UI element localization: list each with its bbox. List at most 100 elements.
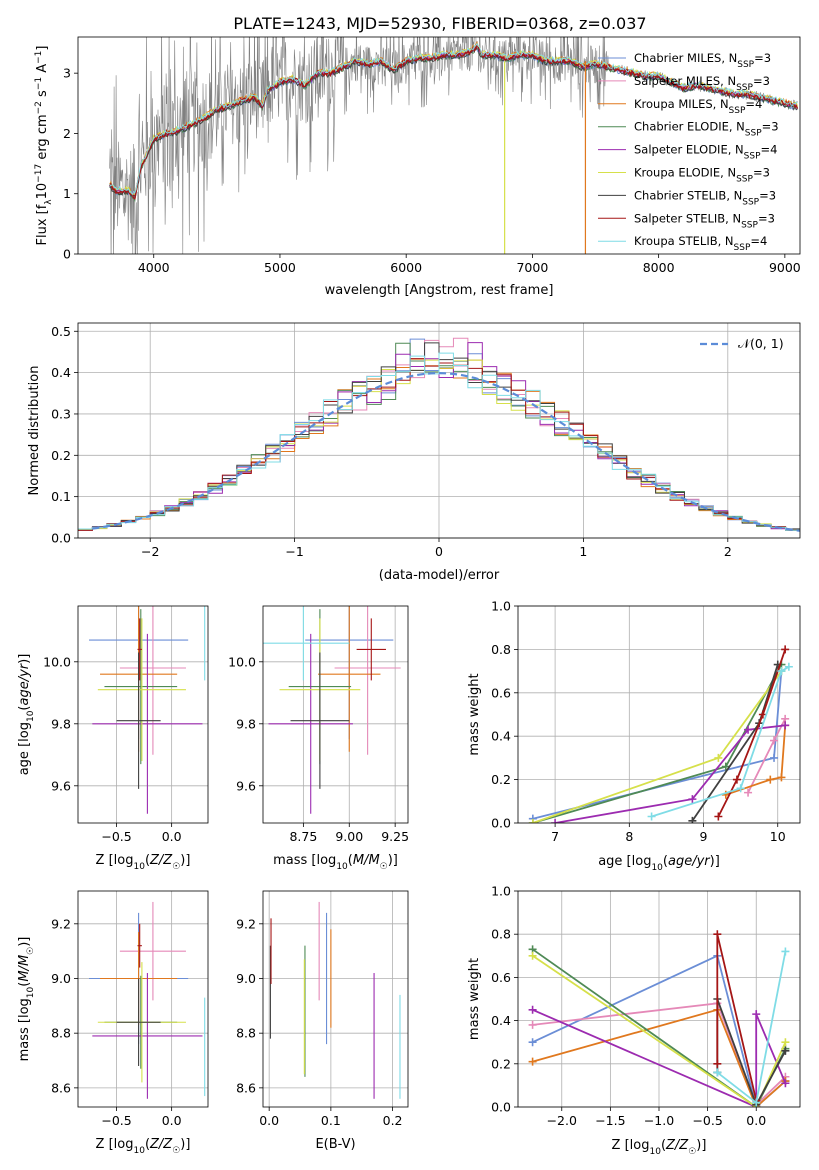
y-tick-label: 8.8: [236, 1026, 256, 1041]
y-tick-label: 0.8: [491, 927, 511, 942]
y-tick-label: 1: [63, 186, 71, 201]
y-tick-label: 0.2: [51, 448, 71, 463]
spectrum-axes: 4000 5000 6000 7000 8000 9000 0 1 2 3: [63, 66, 801, 275]
plus-marker: [713, 930, 722, 939]
y-tick-label: 9.0: [51, 971, 71, 986]
legend-label: Chabrier MILES, NSSP=3: [634, 51, 771, 70]
label-part: Salpeter STELIB, N: [634, 211, 741, 225]
spectrum-lines: [109, 37, 799, 254]
label-part: 10: [649, 1147, 661, 1157]
mass-weight-series-line: [532, 955, 787, 1107]
y-tick-label: 0.5: [51, 324, 71, 339]
mass_vs_ebv-x-axis-label: E(B-V): [315, 1137, 355, 1152]
residuals-legend: 𝒩(0, 1): [700, 336, 784, 351]
label-part: =4: [745, 97, 762, 111]
label-part: =4: [761, 143, 778, 157]
weight_vs_Z-frame: [517, 890, 801, 1108]
label-part: (: [17, 706, 32, 711]
mass-weight-series-line: [554, 724, 786, 823]
x-tick-label: −2.0: [547, 1113, 577, 1128]
mass-weight-series-line: [725, 725, 787, 796]
label-part: −1: [34, 77, 44, 90]
plus-marker: [777, 773, 786, 782]
plus-marker: [781, 645, 790, 654]
label-part: λ: [44, 199, 54, 205]
plus-marker: [551, 819, 560, 823]
legend-label: Salpeter STELIB, NSSP=3: [634, 211, 775, 230]
residuals-x-axis-label: (data-model)/error: [379, 568, 500, 583]
mass-weight-series-line: [532, 670, 783, 823]
label-part: Z/Z: [149, 1137, 173, 1152]
spectrum-y-axis-label: Flux [fλ10−17 erg cm−2 s−1 A−1]: [34, 46, 54, 246]
mass-weight-series-line: [532, 1008, 787, 1107]
mass_vs_Z-errorbars: [89, 901, 206, 1099]
label-part: M/M: [17, 955, 32, 982]
mass_vs_Z-frame: [77, 890, 209, 1108]
plus-marker: [752, 1010, 761, 1019]
weight_vs_age-y-axis-label: mass weight: [467, 673, 482, 755]
y-tick-label: 9.2: [51, 916, 71, 931]
label-part: SSP: [744, 152, 761, 162]
x-tick-label: 0: [435, 544, 443, 559]
mass_vs_ebv-errorbars: [269, 901, 401, 1099]
plus-marker: [713, 1059, 722, 1068]
y-tick-label: 2: [63, 126, 71, 141]
label-part: SSP: [742, 197, 759, 207]
y-tick-label: 9.0: [236, 971, 256, 986]
label-part: =3: [753, 166, 770, 180]
x-tick-label: 10: [770, 829, 786, 844]
plus-marker: [781, 721, 790, 730]
mass_vs_Z-x-axis-label: Z [log10(Z/Z☉)]: [96, 1137, 191, 1156]
age_vs_Z-x-axis-label: Z [log10(Z/Z☉)]: [96, 853, 191, 872]
label-part: Z/Z: [149, 853, 173, 868]
weight_vs_age-x-axis-label: age [log10(age/yr)]: [598, 854, 720, 873]
plus-marker: [528, 1020, 537, 1029]
plus-marker: [732, 775, 741, 784]
age_vs_Z-frame: [77, 605, 209, 824]
label-part: =3: [758, 211, 775, 225]
label-part: SSP: [729, 106, 746, 116]
label-part: )]: [696, 1138, 706, 1153]
label-part: SSP: [734, 243, 751, 253]
plus-marker: [744, 788, 753, 797]
spectrum-x-axis-label: wavelength [Angstrom, rest frame]: [325, 283, 554, 298]
label-part: 10: [133, 1146, 145, 1156]
x-tick-label: −0.5: [101, 829, 131, 844]
label-part: −17: [34, 164, 44, 183]
label-part: Chabrier ELODIE, N: [634, 120, 745, 134]
plus-marker: [714, 753, 723, 762]
y-tick-label: 0.4: [51, 365, 71, 380]
weight_vs_Z-x-axis-label: Z [log10(Z/Z☉)]: [612, 1138, 707, 1157]
label-part: −1: [34, 51, 44, 64]
x-tick-label: 4000: [138, 260, 170, 275]
label-part: ☉: [172, 1146, 180, 1156]
x-tick-label: 5000: [264, 260, 296, 275]
weight_vs_Z-lines: [528, 930, 790, 1107]
plus-marker: [781, 947, 790, 956]
y-tick-label: 9.6: [236, 778, 256, 793]
label-part: 10: [26, 986, 36, 998]
label-part: Z [log: [612, 1138, 650, 1153]
label-part: Chabrier MILES, N: [634, 51, 737, 65]
x-tick-label: 0.0: [162, 1113, 182, 1128]
plus-marker: [744, 725, 753, 734]
label-part: Z [log: [96, 1137, 134, 1152]
label-part: )]: [710, 854, 720, 869]
label-part: Chabrier STELIB, N: [634, 188, 742, 202]
label-part: =4: [750, 234, 767, 248]
y-tick-label: 0.0: [491, 1100, 511, 1115]
legend-label: Kroupa STELIB, NSSP=4: [634, 234, 767, 253]
model-spectrum-line: [109, 43, 799, 200]
label-part: ☉: [172, 862, 180, 872]
y-tick-label: 8.6: [51, 1080, 71, 1095]
label-part: A: [35, 64, 50, 77]
label-part: age/yr: [17, 662, 32, 705]
x-tick-label: 9.00: [335, 829, 363, 844]
label-part: Z/Z: [665, 1138, 689, 1153]
age_vs_mass-errorbars: [263, 606, 401, 814]
plus-marker: [528, 1057, 537, 1066]
age_vs_mass-x-axis-label: mass [log10(M/M☉)]: [273, 853, 398, 872]
legend-label: Salpeter MILES, NSSP=3: [634, 74, 770, 93]
spectrum-frame: [77, 36, 801, 255]
